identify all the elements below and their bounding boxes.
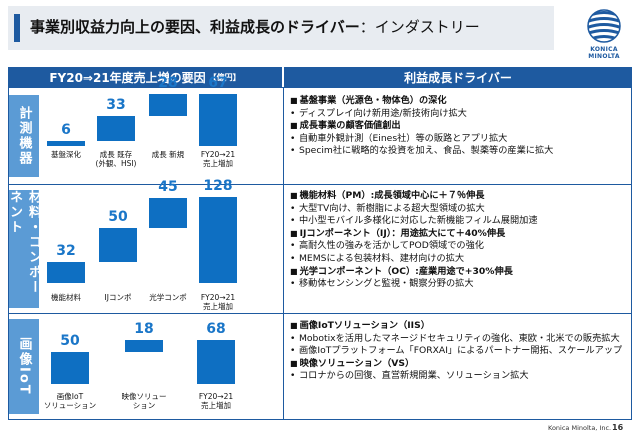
bar-value-label: 33	[106, 96, 126, 113]
driver-heading: 成長事業の顧客価値創出	[290, 120, 630, 133]
segment-label-imaging-iot: 画像IoT	[9, 319, 39, 414]
logo-globe-icon	[587, 9, 621, 43]
bar-value-label: 18	[134, 321, 154, 337]
category-label: IJコンポ	[104, 293, 132, 302]
column-divider	[283, 87, 284, 420]
page-title: 事業別収益力向上の要因、利益成長のドライバー：インダストリー	[30, 16, 480, 37]
driver-bullet: コロナからの回復、直営新規開業、ソリューション拡大	[290, 370, 630, 383]
category-label: 映像ソリュー ション	[121, 392, 167, 410]
bar-value-label: 128	[203, 178, 233, 194]
chart-bar	[149, 94, 187, 116]
left-header-unit: 【億円】	[208, 72, 241, 82]
page-title-sub: ：インダストリー	[359, 18, 480, 36]
chart-bar	[197, 340, 235, 384]
driver-bullet: 自動車外観計測（Eines社）等の販路とアプリ拡大	[290, 133, 630, 146]
driver-bullet: 大型TV向け、新樹脂による超大型領域の拡大	[290, 203, 630, 216]
title-accent-bar	[14, 14, 20, 42]
chart-bar	[97, 115, 135, 142]
driver-bullet: 画像IoTプラットフォーム「FORXAI」によるパートナー開拓、スケールアップ	[290, 345, 630, 358]
logo-wordmark: KONICA MINOLTA	[588, 46, 620, 60]
driver-heading: 画像IoTソリューション（IIS）	[290, 320, 630, 333]
bar-value-label: 32	[56, 242, 76, 259]
category-label: FY20→21 売上増加	[200, 150, 236, 168]
bar-value-label: 50	[108, 208, 128, 225]
bar-value-label: 6	[61, 122, 71, 139]
page-title-main: 事業別収益力向上の要因、利益成長のドライバー	[30, 18, 360, 36]
driver-bullet: 中小型モバイル多様化に対応した新機能フィルム展開加速	[290, 215, 630, 228]
bar-value-label: 28	[158, 75, 178, 91]
category-label: 機能材料	[51, 293, 81, 302]
chart-bar	[199, 197, 237, 283]
driver-bullet: Mobotixを活用したマネージドセキュリティの強化、東欧・北米での販売拡大	[290, 333, 630, 346]
driver-list: 基盤事業（光源色・物体色）の深化ディスプレイ向け新用途/新技術向け拡大成長事業の…	[290, 95, 630, 158]
title-band	[8, 6, 554, 50]
driver-heading: IJコンポーネント（IJ）：用途拡大にて＋40%伸長	[290, 228, 630, 241]
driver-bullet: 移動体センシングと監視・観察分野の拡大	[290, 278, 630, 291]
category-label: 成長 既存 (外観、HSI)	[95, 150, 137, 168]
segment-label-measuring: 計測機器	[9, 95, 39, 177]
driver-heading: 基盤事業（光源色・物体色）の深化	[290, 95, 630, 108]
driver-list: 画像IoTソリューション（IIS）Mobotixを活用したマネージドセキュリティ…	[290, 320, 630, 383]
category-label: 成長 新規	[151, 150, 185, 159]
bar-value-label: 67	[208, 75, 228, 91]
driver-heading: 機能材料（PM）:成長領域中心に＋７％伸長	[290, 190, 630, 203]
segment-label-materials: 材料・コンポーネント	[7, 190, 41, 308]
driver-bullet: Specim社に戦略的な投資を加え、食品、製薬等の産業に拡大	[290, 145, 630, 158]
row-divider-2	[8, 313, 632, 314]
footer-company: Konica Minolta, Inc.	[548, 424, 612, 432]
chart-bar	[99, 227, 137, 262]
chart-bar	[47, 141, 85, 146]
driver-heading: 映像ソリューション（VS）	[290, 358, 630, 371]
konica-minolta-logo: KONICA MINOLTA	[574, 6, 634, 60]
left-column-header: FY20⇒21年度売上増の要因 【億円】	[8, 67, 282, 87]
chart-bar	[47, 261, 85, 283]
bar-value-label: 68	[206, 321, 226, 337]
chart-bar	[199, 94, 237, 146]
bar-value-label: 45	[158, 178, 178, 195]
left-header-title: FY20⇒21年度売上増の要因	[49, 70, 206, 85]
content-frame	[8, 87, 632, 420]
driver-bullet: ディスプレイ向け新用途/新技術向け拡大	[290, 108, 630, 121]
chart-bar	[125, 340, 163, 352]
driver-bullet: MEMSによる包装材料、建材向けの拡大	[290, 253, 630, 266]
category-label: 基盤深化	[51, 150, 81, 159]
chart-bar	[149, 197, 187, 228]
chart-bar	[51, 351, 89, 384]
row-divider-1	[8, 184, 632, 185]
driver-list: 機能材料（PM）:成長領域中心に＋７％伸長大型TV向け、新樹脂による超大型領域の…	[290, 190, 630, 291]
category-label: FY20→21 売上増加	[198, 392, 234, 410]
driver-heading: 光学コンポーネント（OC）:産業用途で+30%伸長	[290, 266, 630, 279]
page-number: 16	[612, 423, 624, 432]
right-header-title: 利益成長ドライバー	[404, 70, 512, 85]
category-label: 画像IoT ソリューション	[43, 392, 97, 410]
driver-bullet: 高耐久性の強みを活かしてPOD領域での強化	[290, 240, 630, 253]
bar-value-label: 50	[60, 332, 80, 349]
category-label: 光学コンポ	[149, 293, 187, 302]
category-label: FY20→21 売上増加	[200, 293, 236, 311]
right-column-header: 利益成長ドライバー	[284, 67, 632, 87]
